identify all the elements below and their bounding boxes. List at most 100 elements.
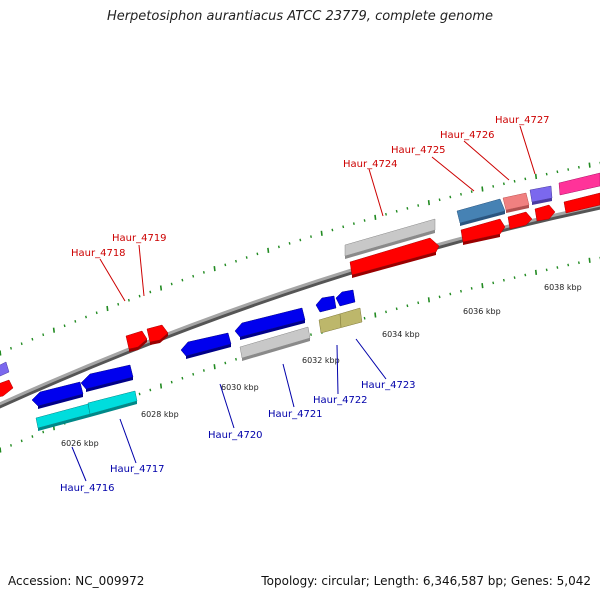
tick-mark [395, 307, 398, 311]
gene-arrow[interactable] [507, 211, 533, 230]
gene-label-haur-4718[interactable]: Haur_4718 [71, 248, 126, 259]
tick-mark [224, 361, 227, 365]
tick-mark [427, 297, 430, 303]
gene-label-haur-4721[interactable]: Haur_4721 [268, 409, 323, 420]
gene-label-haur-4727[interactable]: Haur_4727 [495, 115, 550, 126]
gene-label-haur-4725[interactable]: Haur_4725 [391, 145, 446, 156]
tick-mark [363, 316, 366, 320]
tick-mark [85, 315, 87, 319]
gene-label-haur-4719[interactable]: Haur_4719 [112, 233, 167, 244]
leader-haur-4719 [138, 244, 145, 297]
leader-haur-4726 [463, 140, 510, 181]
tick-mark [513, 276, 516, 279]
tick-mark [138, 392, 141, 396]
gene-label-haur-4717[interactable]: Haur_4717 [110, 464, 165, 475]
tick-mark [288, 242, 291, 245]
gene-arrow[interactable] [335, 289, 356, 307]
tick-mark [588, 162, 591, 168]
tick-mark [449, 195, 452, 199]
gene-arrow[interactable] [0, 379, 14, 397]
tick-mark [427, 200, 430, 206]
leader-haur-4721 [282, 363, 295, 408]
gene-label-haur-4722[interactable]: Haur_4722 [313, 395, 368, 406]
tick-mark [117, 302, 120, 306]
gene-arrow[interactable] [35, 390, 138, 431]
gene-label-haur-4724[interactable]: Haur_4724 [343, 159, 398, 170]
gene-arrow[interactable] [234, 307, 306, 340]
gene-arrow-haur-4727[interactable] [529, 185, 553, 205]
tick-mark [374, 214, 377, 220]
tick-mark [138, 294, 141, 298]
tick-mark [159, 285, 163, 291]
accession-text: Accession: NC_009972 [8, 574, 145, 588]
leader-haur-4720 [219, 383, 235, 429]
tick-mark [149, 290, 152, 294]
gene-label-haur-4726[interactable]: Haur_4726 [440, 130, 495, 141]
gene-arrow-haur-4726[interactable] [502, 192, 530, 213]
tick-mark [438, 198, 441, 202]
tick-mark [245, 256, 248, 259]
tick-mark [95, 311, 98, 315]
tick-mark [385, 212, 387, 216]
gene-arrow[interactable] [534, 204, 556, 222]
gene-arrow[interactable] [460, 218, 506, 245]
tick-mark [470, 287, 473, 290]
tick-mark [545, 172, 548, 176]
gene-arrow-haur-4719[interactable] [146, 324, 169, 345]
tick-mark [534, 269, 538, 275]
tick-mark [331, 228, 334, 232]
tick-mark [235, 357, 237, 361]
gene-arrow-haur-4718[interactable] [125, 330, 148, 352]
tick-mark [417, 301, 420, 305]
leader-haur-4718 [99, 258, 126, 302]
gene-label-haur-4716[interactable]: Haur_4716 [60, 483, 115, 494]
gene-arrow[interactable] [0, 361, 10, 377]
tick-mark [106, 305, 109, 312]
leader-lines [71, 125, 536, 482]
gene-arrow-haur-4724[interactable] [344, 218, 436, 259]
gene-label-haur-4720[interactable]: Haur_4720 [208, 430, 263, 441]
tick-mark [567, 168, 570, 171]
tick-mark [310, 333, 312, 336]
reverse-strand-genes [31, 289, 363, 431]
tick-mark [460, 289, 462, 293]
tick-mark [299, 238, 302, 242]
leader-haur-4722 [336, 344, 339, 395]
gene-arrow-haur-4723[interactable] [318, 307, 363, 334]
gene-arrow[interactable] [563, 192, 600, 214]
tick-mark [192, 372, 195, 376]
gene-label-haur-4723[interactable]: Haur_4723 [361, 380, 416, 391]
tick-mark [524, 177, 527, 181]
gene-arrow-haur-4720[interactable] [180, 332, 232, 359]
gene-arrow[interactable] [349, 237, 440, 278]
tick-mark [470, 190, 473, 193]
kbp-label: 6034 kbp [382, 330, 420, 339]
tick-mark [395, 209, 398, 213]
kbp-label: 6030 kbp [221, 383, 259, 392]
leader-haur-4724 [368, 168, 384, 217]
tick-mark [181, 278, 184, 282]
tick-mark [42, 333, 45, 337]
gene-arrow-haur-4725[interactable] [456, 198, 506, 226]
tick-mark [10, 346, 12, 350]
tick-mark [52, 327, 55, 333]
gene-arrow-haur-4716[interactable] [31, 381, 84, 409]
gene-arrow-haur-4722[interactable] [315, 295, 337, 313]
tick-mark [10, 444, 12, 447]
tick-mark [235, 259, 237, 263]
tick-mark [213, 266, 216, 272]
leader-haur-4725 [431, 156, 475, 192]
gene-arrow-haur-4717[interactable] [80, 364, 134, 392]
tick-mark [320, 230, 323, 236]
kbp-label: 6028 kbp [141, 410, 179, 419]
tick-mark [556, 170, 559, 174]
tick-mark [449, 292, 452, 296]
gene-arrow-haur-4721[interactable] [239, 326, 311, 361]
gene-labels: Haur_4718 Haur_4719 Haur_4724 Haur_4725 … [60, 115, 550, 494]
tick-mark [385, 310, 387, 314]
tick-mark [460, 192, 462, 196]
tick-mark [588, 257, 591, 263]
gene-arrow[interactable] [558, 172, 600, 196]
tick-mark [438, 295, 441, 299]
